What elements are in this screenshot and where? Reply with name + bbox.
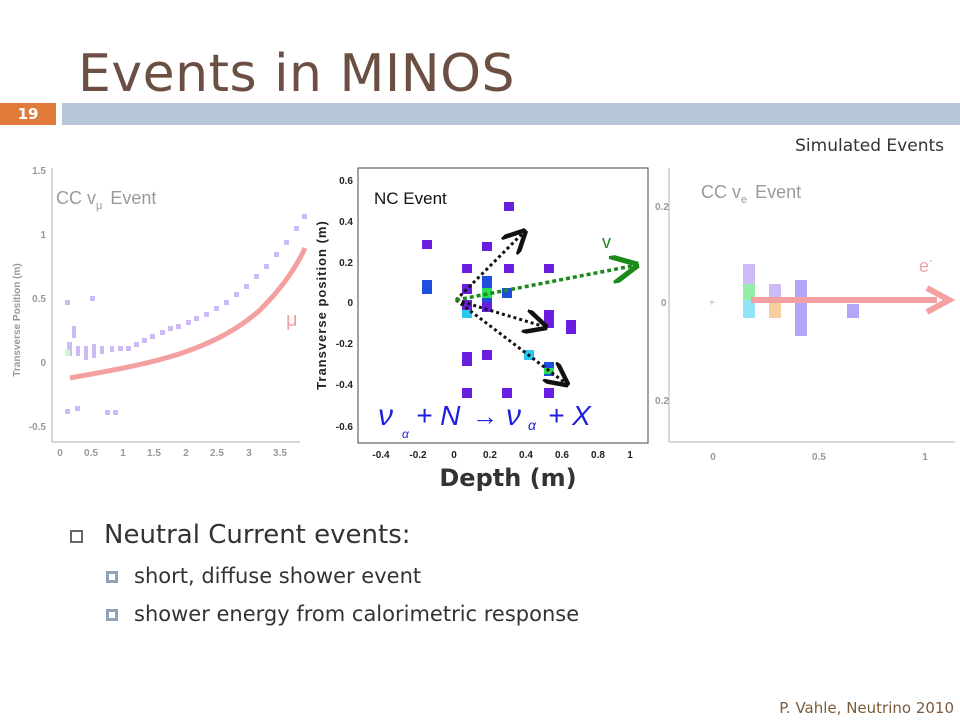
left-hits: [65, 214, 307, 415]
bullet-main-text: Neutral Current events:: [104, 520, 411, 550]
right-event-label: CC v: [701, 182, 741, 202]
right-ytick: 0.2: [655, 396, 669, 407]
bullet-main: Neutral Current events:: [70, 520, 579, 550]
right-xtick: 1: [922, 452, 928, 463]
left-xtick: 1.5: [147, 448, 161, 459]
center-xtick: 0.8: [591, 450, 605, 461]
electron-label: e: [919, 256, 929, 276]
outgoing-neutrino-arrow: [455, 266, 632, 302]
cc-nue-event-panel: 0.2 0 0.2 0 0.5 1 + e- CC ve Event: [655, 168, 956, 463]
center-xtick: -0.4: [372, 450, 390, 461]
right-event-tail: Event: [755, 182, 801, 202]
left-xtick: 0: [57, 448, 63, 459]
center-xtick: 0.4: [519, 450, 533, 461]
right-xtick: 0.5: [812, 452, 826, 463]
svg-text:e-: e-: [919, 255, 933, 276]
nc-event-panel: 0.6 0.4 0.2 0 -0.2 -0.4 -0.6 -0.4 -0.2 0…: [314, 167, 649, 492]
cc-numu-event-panel: 1.5 1 0.5 0 -0.5 0 0.5 1 1.5 2 2.5 3 3.5…: [12, 166, 308, 459]
left-xtick: 2.5: [210, 448, 224, 459]
bullet-list: Neutral Current events: short, diffuse s…: [70, 520, 579, 626]
footer-credit: P. Vahle, Neutrino 2010: [779, 699, 954, 717]
left-xtick: 2: [183, 448, 189, 459]
left-ytick: 1.5: [32, 166, 46, 177]
left-ylabel: Transverse Position (m): [12, 263, 23, 376]
right-event-sub: e: [741, 194, 747, 206]
svg-text:+ X: + X: [548, 400, 592, 431]
left-event-tail: Event: [110, 188, 156, 208]
hollow-square-bullet-icon: [70, 530, 83, 543]
muon-track: [69, 246, 308, 381]
svg-text:α: α: [528, 417, 537, 433]
left-ytick: 1: [40, 230, 46, 241]
right-xtick: 0: [710, 452, 716, 463]
center-ytick: -0.4: [336, 380, 354, 391]
bullet-sub-text: shower energy from calorimetric response: [134, 602, 580, 626]
simulated-events-label: Simulated Events: [795, 136, 944, 156]
left-event-label: CC v: [56, 188, 96, 208]
center-xtick: 1: [627, 450, 633, 461]
center-xtick: 0.2: [483, 450, 497, 461]
bullet-sub: short, diffuse shower event: [70, 564, 579, 588]
neutrino-label: v: [602, 232, 611, 252]
center-ytick: 0: [347, 298, 353, 309]
center-ytick: 0.6: [339, 176, 353, 187]
muon-label: μ: [286, 309, 298, 331]
square-bullet-icon: [106, 571, 118, 583]
electron-sup: -: [929, 255, 933, 267]
right-ytick: 0.2: [655, 202, 669, 213]
nc-equation: ν α + N → ν α + X: [378, 399, 592, 441]
svg-text:+ N: + N: [416, 400, 461, 431]
center-ytick: 0.4: [339, 217, 353, 228]
header-bar: [62, 103, 960, 125]
svg-text:ν: ν: [378, 399, 393, 432]
left-xtick: 3: [246, 448, 252, 459]
center-ytick: 0.2: [339, 258, 353, 269]
svg-text:α: α: [402, 427, 410, 441]
left-xtick: 1: [120, 448, 126, 459]
left-ytick: 0.5: [32, 294, 46, 305]
right-hits: [743, 264, 859, 336]
center-xtick: -0.2: [409, 450, 427, 461]
center-xtick: 0: [451, 450, 457, 461]
bullet-sub-text: short, diffuse shower event: [134, 564, 422, 588]
left-ytick: 0: [40, 358, 46, 369]
center-xlabel: Depth (m): [439, 464, 576, 492]
hadron-arrows: [454, 234, 564, 382]
left-xtick: 3.5: [273, 448, 287, 459]
center-ytick: -0.6: [336, 422, 354, 433]
square-bullet-icon: [106, 609, 118, 621]
svg-text:ν: ν: [506, 399, 521, 432]
left-ytick: -0.5: [29, 422, 47, 433]
center-ylabel: Transverse position (m): [314, 220, 329, 390]
bullet-sub: shower energy from calorimetric response: [70, 602, 579, 626]
slide-number: 19: [0, 103, 56, 125]
nc-event-label: NC Event: [374, 189, 447, 208]
right-ytick: 0: [661, 298, 667, 309]
center-xtick: 0.6: [555, 450, 569, 461]
slide-title: Events in MINOS: [78, 44, 516, 104]
center-ytick: -0.2: [336, 339, 354, 350]
svg-text:+: +: [709, 298, 715, 309]
svg-text:→: →: [472, 401, 498, 431]
left-event-sub: μ: [96, 200, 102, 212]
left-xtick: 0.5: [84, 448, 98, 459]
